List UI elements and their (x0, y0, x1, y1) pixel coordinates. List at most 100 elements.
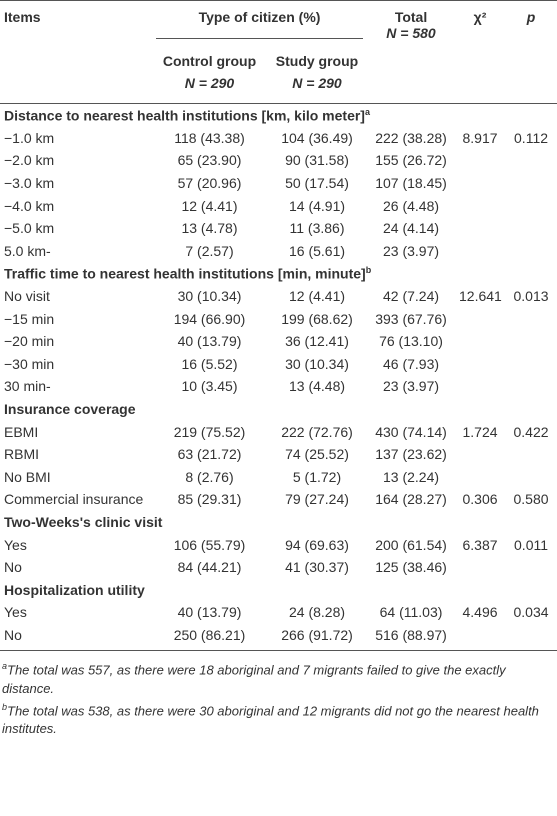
row-label: 5.0 km- (4, 242, 51, 259)
cell: 164 (28.27) (375, 491, 447, 508)
cell: 516 (88.97) (375, 626, 447, 643)
cell: 74 (25.52) (285, 446, 349, 463)
data-row: −20 min 40 (13.79) 36 (12.41) 76 (13.10) (0, 330, 557, 353)
data-row: Commercial insurance 85 (29.31) 79 (27.24)… (0, 488, 557, 511)
cell: 104 (36.49) (281, 129, 353, 146)
cell: 222 (72.76) (281, 423, 353, 440)
cell: 84 (44.21) (177, 559, 242, 576)
cell: 24 (8.28) (288, 604, 346, 621)
cell: 219 (75.52) (173, 423, 246, 440)
cell: 42 (7.24) (382, 288, 440, 305)
cell: 125 (38.46) (375, 559, 447, 576)
cell (455, 443, 505, 466)
section-title-text: Hospitalization utility (4, 581, 145, 598)
cell: 0.306 (462, 491, 498, 508)
control-n: N = 290 (184, 75, 235, 91)
cell: 90 (31.58) (285, 152, 349, 169)
row-label: −15 min (4, 310, 55, 327)
data-row: Yes 106 (55.79) 94 (69.63) 200 (61.54) 6.387… (0, 533, 557, 556)
row-label: −2.0 km (4, 152, 55, 169)
cell (505, 172, 557, 195)
cell: 30 (10.34) (177, 288, 242, 305)
cell: 6.387 (462, 536, 498, 553)
cell (505, 307, 557, 330)
cell: 50 (17.54) (285, 175, 349, 192)
cell: 23 (3.97) (382, 242, 440, 259)
row-label: −3.0 km (4, 175, 55, 192)
cell: 266 (91.72) (281, 626, 353, 643)
row-label: Yes (4, 604, 27, 621)
data-row: No BMI 8 (2.76) 5 (1.72) 13 (2.24) (0, 466, 557, 489)
data-row: −5.0 km 13 (4.78) 11 (3.86) 24 (4.14) (0, 217, 557, 240)
cell (505, 194, 557, 217)
study-heading: Study group N = 290 (267, 43, 367, 103)
cell: 107 (18.45) (375, 175, 447, 192)
cell: 0.034 (513, 604, 549, 621)
cell (455, 330, 505, 353)
cell: 106 (55.79) (173, 536, 246, 553)
group-heading-text: Type of citizen (%) (156, 9, 364, 39)
cell (455, 194, 505, 217)
row-label: −4.0 km (4, 197, 55, 214)
total-label: Total (394, 9, 428, 25)
section-row: Hospitalization utility (0, 578, 557, 601)
cell (455, 466, 505, 489)
p-heading: p (505, 0, 557, 103)
cell: 199 (68.62) (281, 310, 353, 327)
cell: 155 (26.72) (375, 152, 447, 169)
data-row: EBMI 219 (75.52) 222 (72.76) 430 (74.14) 1.7… (0, 420, 557, 443)
cell: 46 (7.93) (382, 355, 440, 372)
header-row: Control group N = 290 Study group N = 290 (0, 43, 557, 103)
data-row: −30 min 16 (5.52) 30 (10.34) 46 (7.93) (0, 353, 557, 376)
footnote-mark: a (2, 661, 8, 672)
data-table: Items Type of citizen (%) Total N = 580 χ… (0, 0, 557, 643)
row-label: Yes (4, 536, 27, 553)
cell: 13 (2.24) (382, 468, 440, 485)
row-label: No (4, 559, 22, 576)
data-row: −15 min 194 (66.90) 199 (68.62) 393 (67.76) (0, 307, 557, 330)
total-heading: Total N = 580 (367, 0, 456, 103)
cell: 13 (4.78) (181, 220, 238, 237)
cell: 250 (86.21) (173, 626, 246, 643)
cell: 8 (2.76) (185, 468, 234, 485)
row-label: No (4, 626, 22, 643)
cell (455, 217, 505, 240)
cell: 65 (23.90) (177, 152, 242, 169)
cell (455, 149, 505, 172)
cell: 63 (21.72) (177, 446, 242, 463)
cell (455, 556, 505, 579)
data-row: 30 min- 10 (3.45) 13 (4.48) 23 (3.97) (0, 375, 557, 398)
row-label: −20 min (4, 333, 55, 350)
cell: 0.112 (514, 129, 549, 146)
cell: 85 (29.31) (177, 491, 242, 508)
cell: 26 (4.48) (382, 197, 440, 214)
cell: 16 (5.52) (181, 355, 238, 372)
cell: 0.011 (514, 536, 549, 553)
cell: 200 (61.54) (375, 536, 447, 553)
footnote-text: The total was 557, as there were 18 abor… (2, 662, 506, 696)
row-label: Commercial insurance (4, 491, 144, 508)
section-row: Insurance coverage (0, 398, 557, 421)
cell (505, 217, 557, 240)
section-title-text: Traffic time to nearest health instituti… (4, 265, 366, 282)
row-label: −30 min (4, 355, 55, 372)
cell (455, 353, 505, 376)
total-n: N = 580 (386, 25, 436, 41)
cell: 24 (4.14) (382, 220, 440, 237)
cell (455, 375, 505, 398)
cell: 16 (5.61) (288, 242, 346, 259)
data-row: −2.0 km 65 (23.90) 90 (31.58) 155 (26.72) (0, 149, 557, 172)
cell: 57 (20.96) (177, 175, 242, 192)
data-row: −1.0 km 118 (43.38) 104 (36.49) 222 (38.28)… (0, 127, 557, 150)
section-title: Traffic time to nearest health instituti… (0, 262, 557, 285)
footnote-mark: a (364, 106, 370, 117)
cell (455, 307, 505, 330)
cell (505, 556, 557, 579)
section-row: Traffic time to nearest health instituti… (0, 262, 557, 285)
cell: 393 (67.76) (375, 310, 447, 327)
cell: 8.917 (462, 129, 498, 146)
items-heading: Items (0, 0, 152, 103)
row-label: No BMI (4, 468, 51, 485)
section-title: Distance to nearest health institutions … (0, 104, 557, 127)
